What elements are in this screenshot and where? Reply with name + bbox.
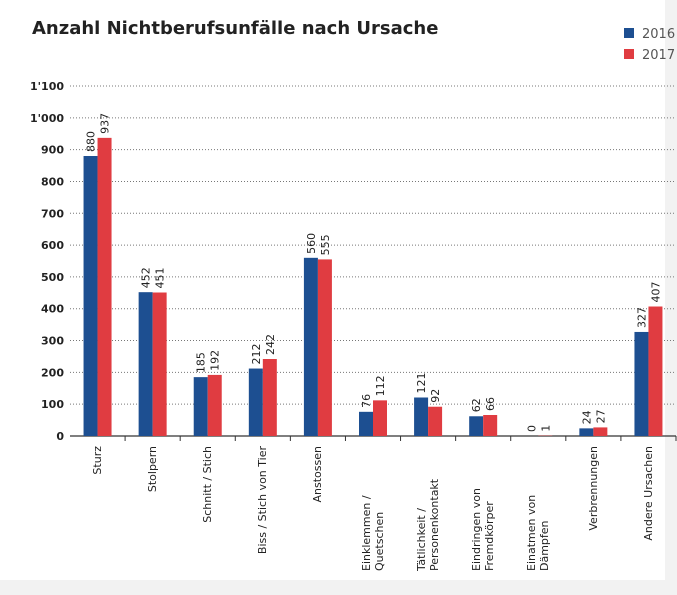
x-tick-label: Sturz: [91, 446, 105, 475]
value-label: 937: [99, 113, 112, 134]
value-label: 407: [649, 282, 662, 303]
value-label: 92: [429, 389, 442, 403]
y-tick-label: 700: [41, 207, 64, 220]
value-label: 112: [374, 375, 387, 396]
value-label: 66: [484, 397, 497, 411]
bar: [373, 400, 387, 436]
x-tick-label: Biss / Stich von Tier: [256, 446, 270, 555]
value-label: 555: [319, 234, 332, 255]
bar: [634, 331, 649, 436]
x-tick-label: Schnitt / Stich: [201, 446, 215, 523]
y-tick-label: 800: [41, 175, 64, 188]
x-tick-label: Stolpern: [146, 446, 160, 493]
value-label: 62: [470, 398, 483, 412]
bar: [469, 416, 484, 436]
y-tick-label: 1'100: [30, 80, 64, 93]
value-label: 76: [360, 394, 373, 408]
value-label: 192: [209, 350, 222, 371]
x-tick-label: Verbrennungen: [586, 446, 600, 531]
value-label: 451: [154, 268, 167, 289]
y-tick-label: 500: [41, 271, 64, 284]
y-tick-label: 300: [41, 335, 64, 348]
bar: [303, 257, 318, 436]
value-label: 185: [195, 352, 208, 373]
bar: [83, 156, 98, 436]
y-tick-label: 200: [41, 366, 64, 379]
x-tick-label: Anstossen: [311, 446, 325, 503]
x-tick-label: Einatmen von Dämpfen: [525, 494, 552, 571]
y-tick-label: 1'000: [30, 112, 64, 125]
value-label: 242: [264, 334, 277, 355]
legend-swatch: [624, 49, 634, 59]
bar: [207, 374, 222, 436]
x-tick-label: Tätlichkeit / Personenkontakt: [415, 478, 442, 571]
value-label: 212: [250, 344, 263, 365]
chart-title: Anzahl Nichtberufsunfälle nach Ursache: [32, 18, 438, 39]
bar: [262, 359, 277, 436]
bar: [428, 406, 443, 436]
legend-swatch: [624, 28, 634, 38]
bar: [193, 377, 208, 436]
value-label: 560: [305, 233, 318, 254]
y-tick-label: 0: [56, 430, 64, 443]
bar: [593, 427, 608, 436]
value-label: 0: [525, 425, 538, 432]
bar: [359, 411, 373, 436]
value-label: 880: [85, 131, 98, 152]
bar: [138, 292, 153, 436]
value-label: 1: [539, 425, 552, 432]
value-label: 327: [635, 307, 648, 328]
value-label: 27: [594, 409, 607, 423]
y-tick-label: 900: [41, 144, 64, 157]
x-tick-label: Eindringen von Fremdkörper: [470, 488, 497, 571]
bar: [483, 415, 498, 436]
bar: [648, 306, 663, 436]
value-label: 452: [140, 267, 153, 288]
bar: [579, 428, 594, 436]
y-tick-label: 400: [41, 303, 64, 316]
value-label: 121: [415, 373, 428, 394]
y-tick-label: 100: [41, 398, 64, 411]
bar: [317, 259, 332, 436]
legend-label: 2016: [642, 27, 675, 42]
value-label: 24: [580, 410, 593, 424]
y-tick-label: 600: [41, 239, 64, 252]
bar: [97, 137, 112, 436]
x-tick-label: Andere Ursachen: [641, 446, 655, 541]
bar: [152, 292, 167, 436]
bar: [414, 397, 429, 436]
legend-label: 2017: [642, 48, 675, 63]
bar: [248, 368, 263, 436]
x-tick-label: Einklemmen / Quetschen: [360, 495, 386, 571]
